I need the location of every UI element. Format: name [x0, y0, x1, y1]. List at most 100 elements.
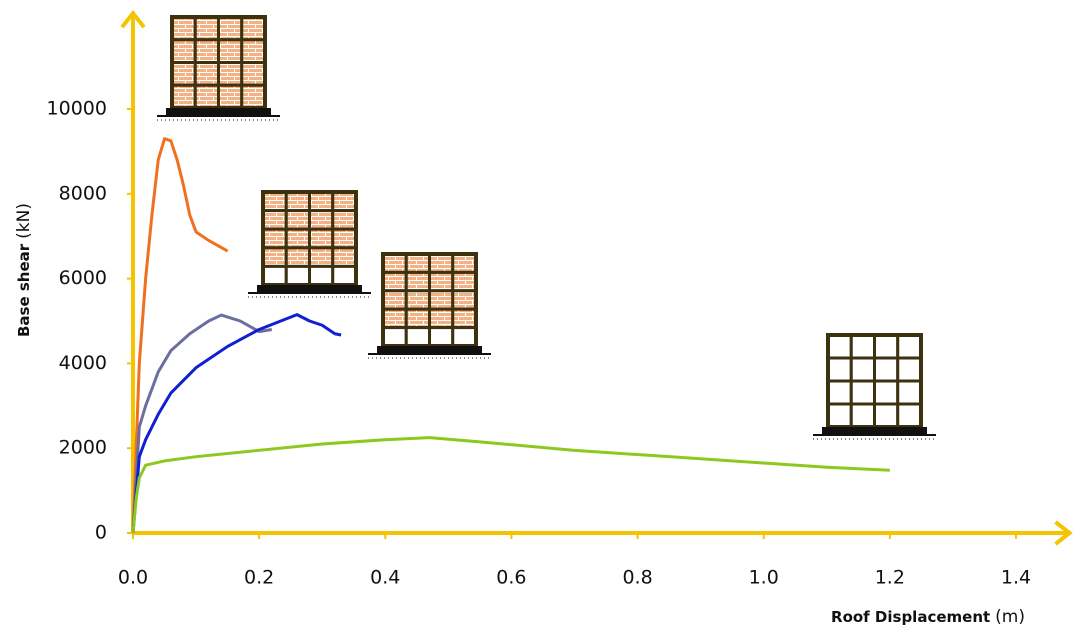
- frame-bay: [261, 264, 288, 287]
- brick-infill: [404, 307, 431, 330]
- foundation: [257, 285, 362, 292]
- x-tick-label: 0.0: [118, 567, 148, 589]
- brick-infill: [331, 190, 358, 213]
- y-tick-label: 2000: [59, 437, 107, 459]
- frame-bay: [308, 264, 335, 287]
- brick-infill: [428, 270, 455, 293]
- brick-infill: [451, 307, 478, 330]
- frame-bay: [428, 326, 455, 348]
- brick-infill: [381, 307, 408, 330]
- frame-bay: [826, 379, 853, 406]
- y-tick-label: 8000: [59, 182, 107, 204]
- brick-infill: [170, 38, 197, 64]
- frame-bay: [873, 356, 900, 383]
- y-label-text: Base shear: [15, 243, 33, 337]
- brick-infill: [451, 289, 478, 311]
- x-tick-label: 1.4: [1001, 567, 1031, 589]
- brick-infill: [261, 246, 288, 268]
- x-tick-label: 1.2: [875, 567, 905, 589]
- x-tick-label: 0.8: [622, 567, 652, 589]
- building-icon: [157, 15, 280, 121]
- x-axis-label: Roof Displacement (m): [831, 607, 1025, 627]
- brick-infill: [193, 15, 220, 42]
- frame-bay: [331, 264, 358, 287]
- frame-bay: [849, 356, 876, 383]
- brick-infill: [170, 83, 197, 110]
- frame-bay: [404, 326, 431, 348]
- frame-bay: [873, 379, 900, 406]
- series-line: [131, 313, 273, 534]
- brick-infill: [240, 61, 267, 87]
- frame-bay: [896, 356, 923, 383]
- x-tick-label: 1.0: [749, 567, 779, 589]
- brick-infill: [261, 227, 288, 250]
- y-tick-label: 10000: [47, 98, 107, 120]
- building-icon: [248, 190, 371, 298]
- foundation: [166, 108, 271, 115]
- brick-infill: [428, 307, 455, 330]
- brick-infill: [451, 252, 478, 274]
- x-label-text: Roof Displacement: [831, 608, 990, 626]
- brick-infill: [331, 209, 358, 231]
- brick-infill: [404, 289, 431, 311]
- frame-bay: [849, 333, 876, 360]
- brick-infill: [381, 252, 408, 274]
- brick-infill: [331, 227, 358, 250]
- brick-infill: [240, 15, 267, 42]
- brick-infill: [217, 61, 244, 87]
- brick-infill: [404, 252, 431, 274]
- frame-bay: [896, 379, 923, 406]
- foundation: [377, 346, 482, 353]
- brick-infill: [240, 83, 267, 110]
- x-tick-label: 0.2: [244, 567, 274, 589]
- frame-bay: [896, 333, 923, 360]
- brick-infill: [381, 289, 408, 311]
- frame-bay: [826, 402, 853, 429]
- frame-bay: [873, 402, 900, 429]
- brick-infill: [284, 209, 311, 231]
- brick-infill: [428, 252, 455, 274]
- series-line: [131, 436, 890, 534]
- brick-infill: [404, 270, 431, 293]
- brick-infill: [217, 83, 244, 110]
- frame-bay: [826, 333, 853, 360]
- brick-infill: [381, 270, 408, 293]
- brick-infill: [240, 38, 267, 64]
- series-line: [131, 313, 342, 534]
- frame-bay: [896, 402, 923, 429]
- brick-infill: [170, 61, 197, 87]
- brick-infill: [193, 38, 220, 64]
- series-line: [131, 137, 229, 534]
- brick-infill: [428, 289, 455, 311]
- brick-infill: [308, 227, 335, 250]
- brick-infill: [193, 83, 220, 110]
- y-unit: (kN): [14, 203, 34, 239]
- frame-bay: [873, 333, 900, 360]
- brick-infill: [261, 209, 288, 231]
- brick-infill: [308, 190, 335, 213]
- y-axis-label: Base shear (kN): [14, 203, 34, 337]
- brick-infill: [308, 209, 335, 231]
- x-tick-label: 0.6: [496, 567, 526, 589]
- building-icon: [368, 252, 491, 359]
- brick-infill: [217, 38, 244, 64]
- building-icon: [813, 333, 936, 440]
- x-unit: (m): [995, 607, 1025, 627]
- brick-infill: [193, 61, 220, 87]
- brick-infill: [331, 246, 358, 268]
- brick-infill: [284, 227, 311, 250]
- brick-infill: [451, 270, 478, 293]
- brick-infill: [284, 246, 311, 268]
- frame-bay: [849, 402, 876, 429]
- frame-bay: [849, 379, 876, 406]
- frame-bay: [284, 264, 311, 287]
- y-tick-label: 0: [95, 522, 107, 544]
- y-tick-label: 6000: [59, 267, 107, 289]
- frame-bay: [826, 356, 853, 383]
- brick-infill: [217, 15, 244, 42]
- y-axis-arrow: [120, 9, 146, 29]
- frame-bay: [381, 326, 408, 348]
- y-tick-label: 4000: [59, 352, 107, 374]
- foundation: [822, 427, 927, 434]
